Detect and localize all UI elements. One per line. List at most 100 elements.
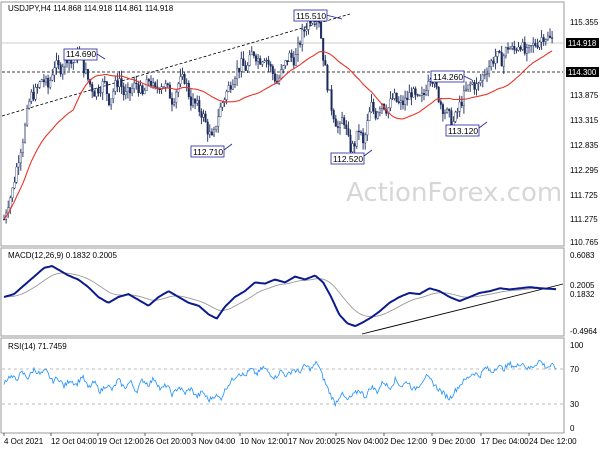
- candle-body: [490, 60, 493, 68]
- candle-body: [164, 83, 167, 88]
- price-tick: 112.295: [570, 166, 599, 175]
- candle-body: [242, 58, 245, 66]
- candle-body: [252, 51, 255, 56]
- candle-body: [246, 65, 249, 71]
- candle-body: [225, 91, 228, 100]
- candle-body: [131, 88, 134, 94]
- candle-body: [328, 89, 331, 91]
- rsi-header: RSI(14) 71.7459: [8, 342, 67, 351]
- candle-body: [339, 123, 342, 128]
- candle-body: [504, 47, 507, 57]
- candle-body: [32, 91, 35, 100]
- candle-body: [45, 78, 48, 83]
- candle-body: [15, 166, 18, 183]
- candle-body: [425, 90, 428, 95]
- candle-body: [19, 152, 22, 164]
- candle-body: [462, 90, 465, 106]
- candle-body: [494, 56, 497, 64]
- candle-body: [366, 120, 369, 136]
- candle-body: [284, 60, 287, 66]
- candle-body: [282, 65, 285, 70]
- candle-body: [250, 51, 253, 56]
- macd-header: MACD(12,26,9) 0.1832 0.2005: [8, 251, 118, 260]
- annotation-112520: 112.520: [330, 149, 373, 165]
- candle-body: [402, 100, 405, 105]
- candle-body: [492, 60, 495, 64]
- candle-body: [139, 85, 142, 94]
- candle-body: [152, 82, 155, 86]
- candle-body: [112, 91, 115, 100]
- candle-body: [475, 83, 478, 90]
- candle-body: [72, 62, 75, 64]
- macd-tick: 0.2005: [570, 281, 595, 290]
- candle-body: [236, 67, 239, 79]
- rsi-tick: 0: [570, 424, 575, 433]
- candle-body: [215, 125, 218, 130]
- candle-body: [374, 110, 377, 119]
- candle-body: [273, 73, 276, 82]
- candle-body: [9, 197, 12, 208]
- candle-body: [368, 111, 371, 121]
- candle-body: [347, 128, 350, 136]
- candle-body: [448, 108, 451, 111]
- candle-body: [360, 131, 363, 133]
- candle-body: [187, 82, 190, 97]
- candle-body: [500, 52, 503, 67]
- candle-body: [395, 92, 398, 102]
- candle-body: [47, 78, 50, 88]
- candle-body: [105, 81, 108, 94]
- x-tick-label: 10 Nov 12:00: [240, 437, 288, 446]
- candle-body: [244, 65, 247, 71]
- candle-body: [217, 116, 220, 127]
- candle-body: [200, 111, 203, 118]
- candle-body: [528, 45, 531, 48]
- candle-body: [332, 110, 335, 120]
- watermark: ActionForex.com: [346, 178, 562, 208]
- annotation-115510: 115.510: [293, 9, 343, 22]
- candle-body: [299, 42, 302, 45]
- rsi-tick: 70: [570, 365, 579, 374]
- candle-body: [137, 83, 140, 94]
- candle-body: [86, 69, 89, 80]
- candle-body: [97, 88, 100, 94]
- candle-body: [549, 35, 552, 38]
- svg-text:115.510: 115.510: [296, 11, 326, 21]
- macd-panel-frame: [0, 247, 565, 337]
- candle-body: [59, 64, 62, 75]
- candle-body: [162, 86, 165, 88]
- x-tick-label: 4 Oct 2021: [4, 437, 44, 446]
- candle-body: [477, 82, 480, 84]
- candle-body: [257, 58, 260, 62]
- candle-body: [204, 113, 207, 123]
- candle-body: [292, 57, 295, 66]
- candle-body: [120, 78, 123, 87]
- annotation-112710: 112.710: [190, 143, 233, 158]
- candle-body: [343, 117, 346, 126]
- candle-body: [540, 37, 543, 43]
- candle-body: [202, 113, 205, 118]
- rsi-panel-frame: [0, 337, 565, 434]
- price-y-axis: 115.355 114.918 114.300 113.875 113.315 …: [566, 18, 599, 247]
- x-tick-label: 2 Dec 12:00: [384, 437, 428, 446]
- x-tick-label: 9 Dec 20:00: [432, 437, 476, 446]
- candle-body: [196, 100, 199, 104]
- candle-body: [288, 52, 291, 62]
- candle-body: [95, 88, 98, 97]
- price-tick: 113.315: [570, 116, 599, 125]
- x-tick-label: 17 Dec 04:00: [481, 437, 529, 446]
- candle-body: [198, 100, 201, 112]
- candle-body: [141, 85, 144, 95]
- candle-body: [530, 45, 533, 47]
- candle-body: [467, 84, 470, 90]
- candle-body: [116, 80, 119, 87]
- candle-body: [452, 121, 455, 126]
- candle-body: [389, 98, 392, 109]
- candle-body: [444, 112, 447, 115]
- candle-body: [458, 101, 461, 112]
- time-axis: 4 Oct 2021 12 Oct 04:00 19 Oct 12:00 26 Oct…: [3, 433, 577, 446]
- candle-body: [502, 55, 505, 67]
- candle-body: [294, 54, 297, 66]
- candle-body: [397, 101, 400, 104]
- candle-body: [498, 51, 501, 53]
- candle-body: [168, 84, 171, 99]
